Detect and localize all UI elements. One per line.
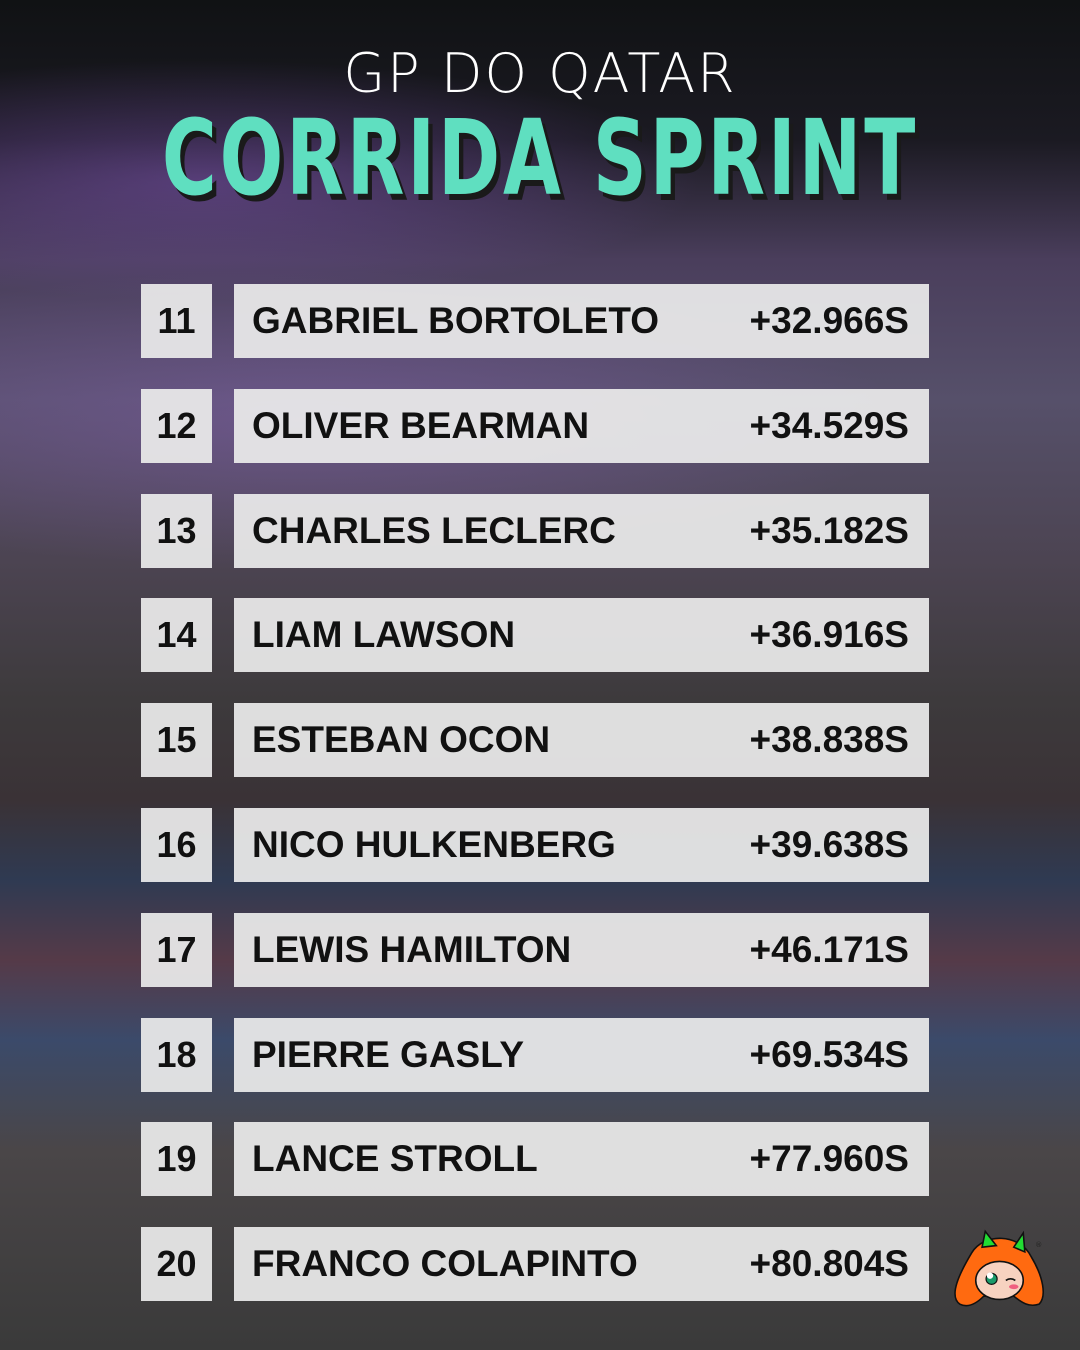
table-row: 11 GABRIEL BORTOLETO +32.966S [141, 284, 929, 358]
gap-time: +35.182S [749, 509, 909, 551]
driver-bar: LEWIS HAMILTON +46.171S [234, 912, 929, 987]
gap-time: +34.529S [749, 404, 909, 446]
mascot-logo-icon: ® [954, 1229, 1044, 1307]
driver-name: FRANCO COLAPINTO [252, 1243, 638, 1285]
driver-bar: FRANCO COLAPINTO +80.804S [234, 1227, 929, 1302]
driver-name: PIERRE GASLY [252, 1033, 525, 1075]
driver-name: LEWIS HAMILTON [252, 928, 572, 970]
driver-bar: NICO HULKENBERG +39.638S [234, 808, 929, 882]
table-row: 14 LIAM LAWSON +36.916S [141, 598, 929, 673]
driver-bar: CHARLES LECLERC +35.182S [234, 493, 929, 568]
page-title: CORRIDA SPRINT [161, 97, 919, 219]
position-cell: 15 [141, 703, 212, 778]
driver-bar: LANCE STROLL +77.960S [234, 1122, 929, 1197]
svg-text:®: ® [1035, 1240, 1042, 1249]
gap-time: +46.171S [749, 928, 909, 970]
position-cell: 11 [141, 284, 212, 358]
driver-bar: PIERRE GASLY +69.534S [234, 1017, 929, 1092]
position-cell: 20 [141, 1227, 212, 1302]
subtitle: GP DO QATAR [343, 42, 737, 105]
table-row: 13 CHARLES LECLERC +35.182S [141, 493, 929, 568]
driver-bar: OLIVER BEARMAN +34.529S [234, 388, 929, 463]
table-row: 19 LANCE STROLL +77.960S [141, 1122, 929, 1197]
position-cell: 14 [141, 598, 212, 673]
position-cell: 18 [141, 1017, 212, 1092]
position-cell: 17 [141, 912, 212, 987]
table-row: 12 OLIVER BEARMAN +34.529S [141, 388, 929, 463]
table-row: 16 NICO HULKENBERG +39.638S [141, 808, 929, 882]
driver-name: NICO HULKENBERG [252, 824, 616, 865]
driver-name: LIAM LAWSON [252, 614, 516, 656]
gap-time: +32.966S [749, 300, 909, 341]
gap-time: +77.960S [749, 1138, 909, 1180]
table-row: 18 PIERRE GASLY +69.534S [141, 1017, 929, 1092]
driver-bar: GABRIEL BORTOLETO +32.966S [234, 284, 929, 358]
driver-bar: ESTEBAN OCON +38.838S [234, 703, 929, 778]
driver-name: LANCE STROLL [252, 1138, 538, 1180]
gap-time: +80.804S [749, 1243, 909, 1285]
driver-name: CHARLES LECLERC [252, 509, 616, 551]
gap-time: +36.916S [749, 614, 909, 656]
table-row: 20 FRANCO COLAPINTO +80.804S [141, 1227, 929, 1302]
position-cell: 16 [141, 808, 212, 882]
gap-time: +39.638S [749, 824, 909, 865]
position-cell: 13 [141, 493, 212, 568]
table-row: 15 ESTEBAN OCON +38.838S [141, 703, 929, 778]
gap-time: +69.534S [749, 1033, 909, 1075]
position-cell: 12 [141, 388, 212, 463]
driver-bar: LIAM LAWSON +36.916S [234, 598, 929, 673]
gap-time: +38.838S [749, 719, 909, 761]
driver-name: OLIVER BEARMAN [252, 404, 590, 446]
position-cell: 19 [141, 1122, 212, 1197]
driver-name: ESTEBAN OCON [252, 719, 551, 761]
driver-name: GABRIEL BORTOLETO [252, 300, 660, 341]
table-row: 17 LEWIS HAMILTON +46.171S [141, 912, 929, 987]
